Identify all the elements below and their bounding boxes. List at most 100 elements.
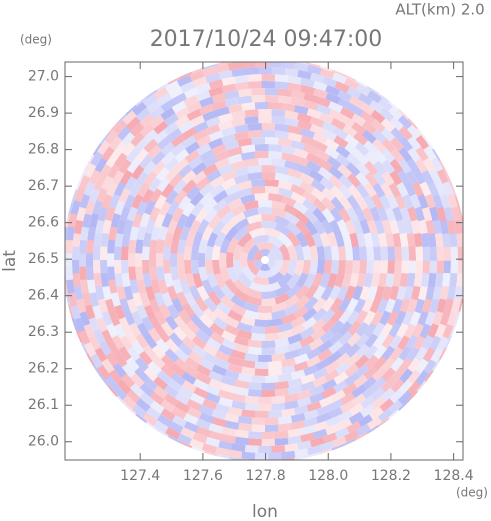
radar-cell: [230, 211, 247, 226]
radar-cell: [465, 260, 467, 274]
radar-cell: [188, 155, 204, 170]
radar-cell: [334, 272, 345, 289]
radar-cell: [195, 89, 212, 102]
radar-cell: [217, 440, 233, 451]
radar-cell: [429, 206, 440, 222]
radar-cell: [162, 259, 171, 274]
radar-cell: [434, 323, 447, 340]
radar-cell: [345, 343, 361, 359]
radar-cell: [82, 212, 92, 228]
radar-cell: [134, 412, 147, 424]
radar-cell: [212, 259, 221, 275]
radar-cell: [349, 103, 365, 118]
radar-cell: [450, 206, 462, 222]
radar-cell: [436, 207, 447, 223]
radar-cell: [152, 385, 169, 400]
radar-cell: [293, 405, 309, 416]
radar-cell: [261, 74, 276, 82]
radar-cell: [312, 307, 328, 323]
radar-cell: [214, 350, 230, 363]
radar-cell: [260, 438, 276, 446]
radar-cell: [224, 183, 240, 196]
radar-cell: [299, 381, 316, 393]
radar-cell: [216, 301, 232, 316]
radar-cell: [104, 298, 116, 314]
radar-cell: [329, 319, 345, 335]
radar-cell: [199, 357, 215, 371]
radar-cell: [253, 319, 269, 327]
radar-cell: [406, 233, 416, 248]
radar-cell: [156, 369, 172, 385]
radar-cell: [78, 252, 87, 267]
radar-cell: [324, 415, 341, 428]
radar-cell: [221, 126, 237, 137]
radar-cell: [201, 398, 218, 410]
radar-cell: [304, 284, 319, 300]
radar-cell: [166, 303, 180, 320]
radar-cell: [299, 425, 316, 436]
radar-cell: [164, 338, 180, 354]
radar-cell: [432, 194, 444, 210]
radar-cell: [176, 213, 189, 229]
radar-cell: [182, 179, 197, 194]
radar-cell: [281, 62, 297, 70]
radar-cell: [333, 371, 349, 385]
radar-cell: [407, 118, 419, 130]
radar-cell: [309, 123, 326, 136]
radar-cell: [147, 327, 162, 343]
radar-cell: [198, 323, 214, 338]
radar-cell: [309, 72, 326, 84]
radar-cell: [114, 232, 124, 248]
radar-cell: [65, 278, 68, 293]
radar-cell: [217, 344, 234, 357]
y-tick-label: 26.0: [28, 434, 59, 450]
radar-cell: [347, 184, 362, 200]
radar-cell: [183, 94, 200, 107]
radar-cell: [214, 106, 231, 117]
radar-cell: [114, 272, 124, 287]
radar-cell: [250, 325, 265, 334]
radar-cell: [173, 357, 190, 372]
radar-cell: [65, 278, 75, 294]
radar-cell: [357, 414, 373, 428]
radar-cell: [310, 327, 326, 342]
radar-cell: [209, 175, 226, 189]
radar-cell: [147, 360, 162, 376]
radar-cell: [294, 244, 304, 261]
radar-cell: [361, 207, 374, 223]
radar-cell: [287, 132, 304, 143]
radar-cell: [202, 109, 218, 122]
radar-cell: [419, 323, 432, 340]
plot-frame: [64, 61, 464, 461]
radar-cell: [119, 334, 133, 351]
radar-cell: [208, 129, 225, 142]
radar-cell: [379, 107, 395, 123]
radar-cell: [396, 219, 407, 235]
radar-cell: [329, 219, 342, 235]
radar-cell: [403, 219, 414, 235]
radar-cell: [134, 137, 149, 153]
radar-cell: [287, 175, 304, 187]
radar-cell: [377, 97, 394, 112]
radar-cell: [231, 67, 247, 77]
radar-cell: [250, 179, 266, 188]
radar-cell: [211, 92, 228, 104]
radar-cell: [362, 310, 376, 326]
radar-cell: [313, 88, 329, 100]
radar-cell: [284, 160, 300, 171]
radar-cell: [327, 407, 344, 420]
radar-cell: [321, 318, 336, 334]
radar-cell: [185, 231, 196, 248]
radar-cell: [296, 396, 312, 408]
radar-cell: [369, 206, 382, 223]
radar-cell: [251, 137, 266, 145]
radar-cell: [373, 344, 388, 360]
radar-cell: [74, 186, 86, 203]
radar-cell: [209, 322, 225, 337]
radar-cell: [89, 291, 100, 307]
radar-cell: [100, 132, 111, 145]
radar-cell: [387, 399, 403, 415]
radar-cell: [177, 309, 192, 325]
radar-cell: [330, 117, 347, 131]
radar-cell: [335, 352, 351, 367]
